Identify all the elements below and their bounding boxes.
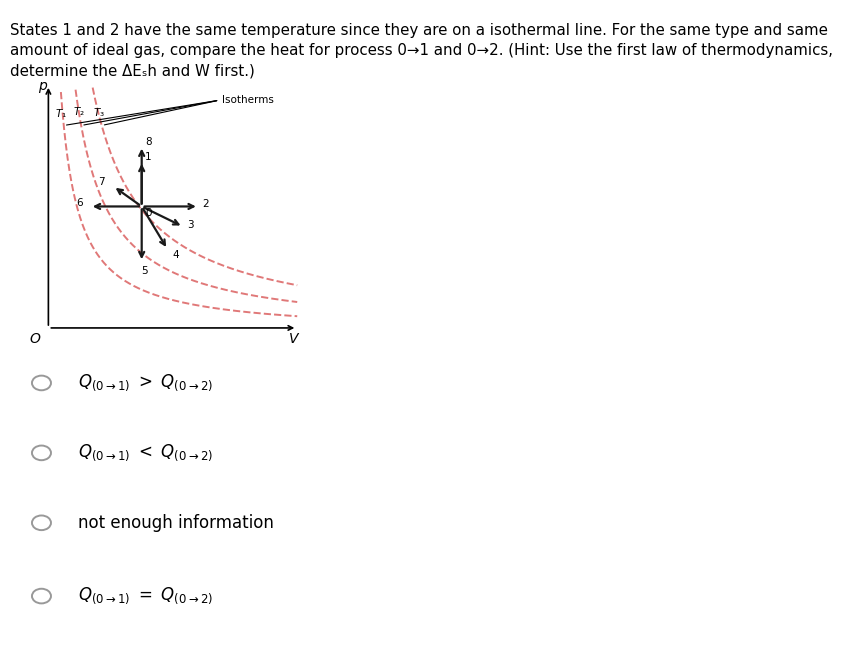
Text: determine the ΔEₛh and W first.): determine the ΔEₛh and W first.) xyxy=(10,63,255,79)
Text: not enough information: not enough information xyxy=(78,513,274,532)
Text: 8: 8 xyxy=(145,137,151,147)
Text: 2: 2 xyxy=(202,199,208,209)
Text: $O$: $O$ xyxy=(29,332,41,346)
Text: $Q_{(0\rightarrow1)}$ $=$ $Q_{(0\rightarrow2)}$: $Q_{(0\rightarrow1)}$ $=$ $Q_{(0\rightar… xyxy=(78,586,213,606)
Text: 4: 4 xyxy=(172,250,179,260)
Text: Isotherms: Isotherms xyxy=(222,95,274,105)
Text: $\it{T₁}$: $\it{T₁}$ xyxy=(55,107,67,119)
Text: 1: 1 xyxy=(145,152,151,162)
Text: $p$: $p$ xyxy=(38,80,48,95)
Text: $V$: $V$ xyxy=(289,332,301,346)
Text: $\it{T₂}$: $\it{T₂}$ xyxy=(73,105,85,117)
Text: $Q_{(0\rightarrow1)}$ $>$ $Q_{(0\rightarrow2)}$: $Q_{(0\rightarrow1)}$ $>$ $Q_{(0\rightar… xyxy=(78,373,213,393)
Text: States 1 and 2 have the same temperature since they are on a isothermal line. Fo: States 1 and 2 have the same temperature… xyxy=(10,23,829,39)
Text: amount of ideal gas, compare the heat for process 0→1 and 0→2. (Hint: Use the fi: amount of ideal gas, compare the heat fo… xyxy=(10,43,834,59)
Text: 0: 0 xyxy=(145,208,151,218)
Text: 3: 3 xyxy=(187,220,194,230)
Text: $\it{T₃}$: $\it{T₃}$ xyxy=(93,106,105,118)
Text: 5: 5 xyxy=(141,266,148,276)
Text: $Q_{(0\rightarrow1)}$ $<$ $Q_{(0\rightarrow2)}$: $Q_{(0\rightarrow1)}$ $<$ $Q_{(0\rightar… xyxy=(78,443,213,463)
Text: 6: 6 xyxy=(76,198,83,208)
Text: 7: 7 xyxy=(98,177,105,187)
